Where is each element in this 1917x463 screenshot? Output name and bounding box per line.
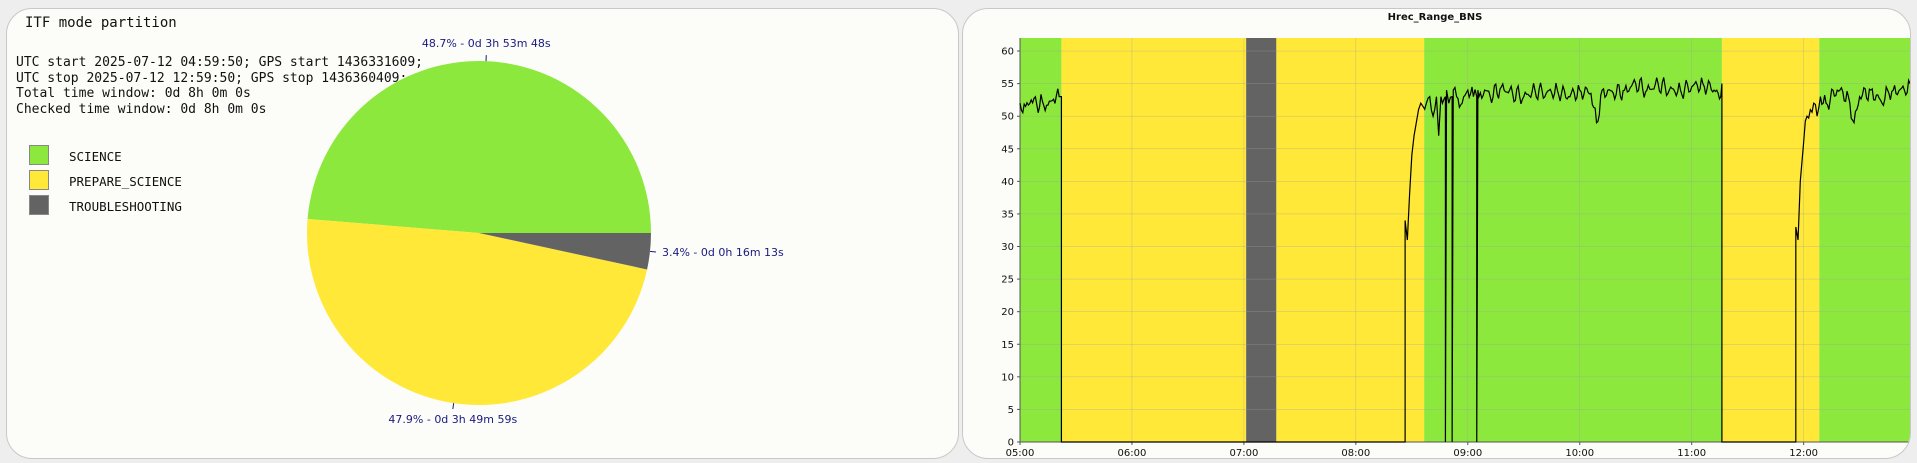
x-tick-label: 09:00 (1453, 448, 1482, 459)
chart-title: Hrec_Range_BNS (1388, 12, 1483, 23)
info-line-utc-stop: UTC stop 2025-07-12 12:59:50; GPS stop 1… (16, 70, 408, 86)
pie-label-leader-prepare-science (452, 403, 455, 410)
state-band-prepare-science (1061, 38, 1247, 442)
y-tick-label: 55 (1001, 79, 1014, 90)
state-band-science (1424, 38, 1722, 442)
y-tick-label: 15 (1001, 340, 1014, 351)
legend-swatch-troubleshooting (29, 195, 49, 215)
time-window-info: UTC start 2025-07-12 04:59:50; GPS start… (16, 55, 423, 117)
pie-slice-troubleshooting (479, 233, 651, 270)
mode-partition-panel: ITF mode partition UTC start 2025-07-12 … (6, 8, 959, 459)
x-tick-label: 10:00 (1565, 448, 1594, 459)
panel-title: ITF mode partition (25, 15, 177, 31)
pie-label-prepare-science: 47.9% - 0d 3h 49m 59s (388, 413, 517, 426)
info-line-utc-start: UTC start 2025-07-12 04:59:50; GPS start… (16, 55, 423, 70)
range-line-chart: Hrec_Range_BNS 0 5 10 15 20 25 30 35 40 45 50 55 60 05… (1001, 12, 1910, 459)
state-band-troubleshooting (1246, 38, 1277, 442)
y-tick-label: 0 (1008, 438, 1014, 449)
x-tick-label: 11:00 (1677, 448, 1706, 459)
pie-chart: 48.7% - 0d 3h 53m 48s 47.9% - 0d 3h 49m 5… (307, 37, 784, 426)
y-tick-label: 40 (1001, 177, 1014, 188)
state-band-science (1819, 38, 1910, 442)
x-tick-label: 08:00 (1341, 448, 1370, 459)
pie-slice-prepare-science (307, 218, 648, 405)
pie-slice-science (307, 61, 651, 234)
y-tick-label: 60 (1001, 47, 1014, 58)
y-tick-label: 35 (1001, 209, 1014, 220)
y-tick-label: 10 (1001, 372, 1014, 383)
legend-swatch-prepare-science (29, 170, 49, 190)
legend-label-troubleshooting: TROUBLESHOOTING (69, 199, 182, 214)
y-tick-label: 20 (1001, 307, 1014, 318)
legend-label-science: SCIENCE (69, 149, 122, 164)
info-line-checked-window: Checked time window: 0d 8h 0m 0s (16, 101, 267, 117)
state-band-prepare-science (1721, 38, 1820, 442)
y-tick-label: 50 (1001, 112, 1014, 123)
pie-label-science: 48.7% - 0d 3h 53m 48s (422, 37, 551, 50)
y-tick-label: 45 (1001, 144, 1014, 155)
info-line-total-window: Total time window: 0d 8h 0m 0s (16, 86, 251, 102)
pie-label-troubleshooting: 3.4% - 0d 0h 16m 13s (662, 246, 784, 259)
x-tick-label: 12:00 (1789, 448, 1818, 459)
series-line-0 (1019, 76, 1910, 443)
legend-swatch-science (29, 145, 49, 165)
x-tick-label: 05:00 (1006, 448, 1035, 459)
state-band-prepare-science (1276, 38, 1425, 442)
legend-label-prepare-science: PREPARE_SCIENCE (69, 174, 182, 189)
y-tick-label: 25 (1001, 275, 1014, 286)
range-chart-panel: Hrec_Range_BNS 0 5 10 15 20 25 30 35 40 45 50 55 60 05… (962, 8, 1911, 459)
y-tick-label: 30 (1001, 242, 1014, 253)
y-tick-label: 5 (1008, 405, 1014, 416)
x-tick-label: 07:00 (1229, 448, 1258, 459)
pie-label-leader-troubleshooting (649, 250, 657, 253)
state-band-science (1020, 38, 1062, 442)
x-tick-label: 06:00 (1118, 448, 1147, 459)
